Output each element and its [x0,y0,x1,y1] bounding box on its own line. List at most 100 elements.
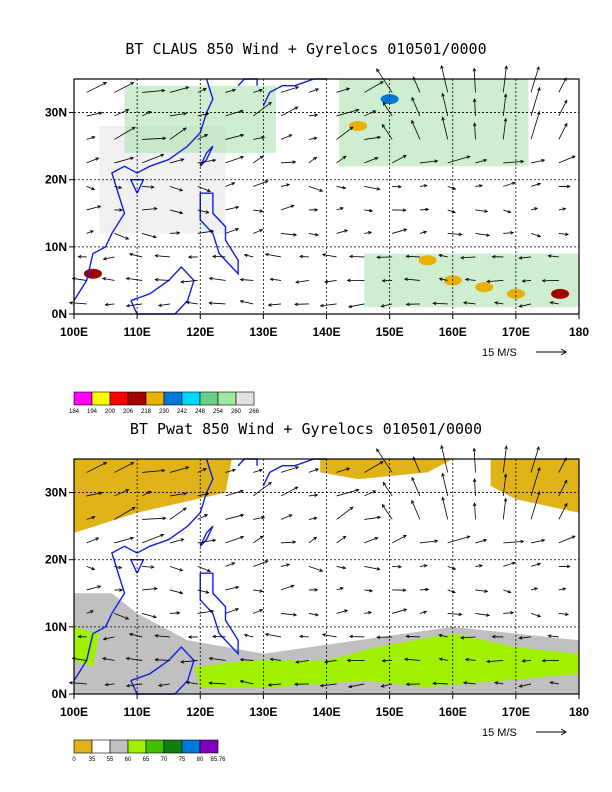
wind-arrow-head [235,608,240,612]
wind-arrow-head [295,280,300,284]
wind-arrow [550,681,559,685]
wind-arrow [411,500,421,520]
wind-arrow [391,535,407,544]
chart-panel-1: 100E 110E 120E 130E 140E 150E 160E 170E 180 0N 10N… [45,444,589,763]
wind-arrow-head [369,588,374,593]
wind-arrow-head [494,681,499,685]
wind-arrow-head [541,278,546,283]
wind-arrow [474,98,476,116]
pwat-region [490,459,579,513]
wind-arrow [225,608,239,614]
wind-arrow [142,137,166,140]
wind-arrow-head [486,279,491,284]
wind-arrow [336,535,347,544]
wind-arrow [114,82,134,93]
wind-arrow [197,230,214,234]
wind-arrow [447,566,456,570]
wind-arrow [530,183,541,187]
wind-arrow [86,516,95,520]
wind-arrow-head [235,228,240,232]
wind-arrow-head [534,587,539,591]
wind-arrow-head [239,657,244,662]
wind-arrow [503,612,514,614]
wind-arrow-head [518,256,523,260]
wind-arrow-head [382,101,387,106]
wind-arrow-head [402,155,407,159]
wind-arrow [126,303,143,307]
wind-arrow-head [261,516,266,520]
wind-arrow-head [240,133,245,138]
wind-arrow-head [486,233,491,237]
colorbar-swatch [145,739,165,754]
wind-arrow-head [432,681,437,686]
wind-arrow [522,660,532,662]
wind-arrow [197,539,216,544]
wind-arrow [475,539,487,544]
wind-arrow-head [101,277,107,281]
wind-arrow [364,186,380,190]
wind-arrow [364,611,372,614]
wind-arrow-head [411,476,415,481]
x-tick-label: 180 [569,705,589,719]
wind-arrow-head [206,568,212,573]
wind-arrow-head [205,210,210,214]
wind-arrow [280,134,292,140]
wind-arrow-head [483,158,488,163]
wind-arrow-head [97,205,102,209]
wind-arrow [253,469,263,473]
wind-arrow [530,66,540,93]
wind-arrow-head [264,252,269,257]
wind-arrow-head [259,609,264,613]
wind-arrow-head [179,590,184,595]
wind-arrow [447,535,470,544]
wind-arrow [197,186,211,192]
colorbar-swatch [73,391,93,406]
colorbar-label: 218 [141,409,152,415]
wind-arrow-head [518,684,523,688]
wind-arrow-head [288,134,293,138]
wind-arrow [225,134,244,140]
pwat-region [74,459,232,533]
wind-arrow-head [520,159,525,164]
wind-arrow-head [243,633,248,638]
colorbar-label: 55 [107,757,114,763]
wind-arrow [197,209,209,214]
wind-arrow [364,537,378,544]
wind-arrow [253,209,263,212]
wind-arrow [212,256,226,258]
wind-arrow-head [458,232,463,237]
wind-arrow-head [125,616,130,620]
wind-arrow [439,278,448,281]
coastline [73,78,214,301]
wind-arrow [225,562,235,567]
wind-arrow-head [339,207,344,211]
wind-arrow [169,538,184,544]
chart-title-claus: BT CLAUS 850 Wind + Gyrelocs 010501/0000 [125,40,487,58]
vector-scale-arrowhead [560,728,567,736]
wind-arrow [530,446,540,473]
wind-arrow-head [258,468,264,473]
wind-arrow-head [411,499,415,504]
wind-arrow-head [153,207,158,211]
wind-arrow [336,88,350,93]
wind-arrow [142,588,157,591]
wind-arrow [253,535,264,544]
wind-arrow-head [153,587,158,591]
wind-arrow-head [267,683,272,687]
wind-arrow [447,613,462,615]
wind-arrow [308,468,319,473]
wind-arrow-head [295,466,300,470]
wind-arrow [141,491,152,497]
wind-arrow-head [205,112,210,116]
wind-arrow [364,490,376,497]
wind-arrow-head [239,489,244,494]
wind-arrow-head [402,535,407,539]
wind-arrow [280,205,294,211]
wind-arrow-head [355,108,360,113]
wind-arrow-head [374,157,379,161]
wind-arrow [404,278,420,281]
wind-arrow-head [104,302,109,307]
wind-arrow [308,156,317,164]
wind-arrow [142,613,157,618]
wind-arrow-head [563,479,568,484]
